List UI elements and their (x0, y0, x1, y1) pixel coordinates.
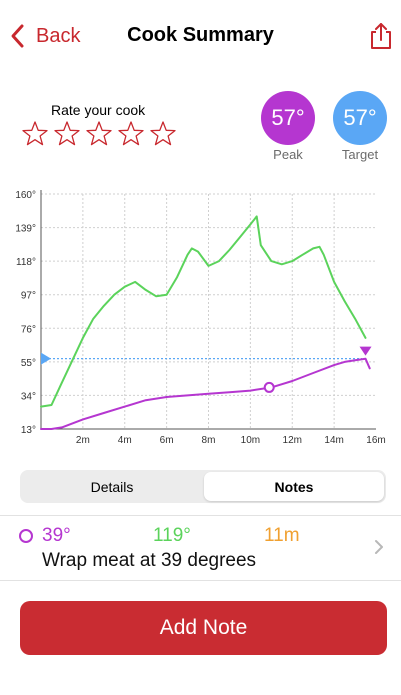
tab-details[interactable]: Details (90, 478, 134, 495)
note-ambient-temp: 119° (153, 525, 191, 546)
star-outline-icon[interactable] (117, 120, 145, 148)
chevron-left-icon (11, 24, 24, 48)
internal-probe-marker-icon (19, 529, 33, 543)
y-tick-label: 97° (21, 291, 36, 302)
y-tick-label: 55° (21, 358, 36, 369)
x-tick-label: 14m (324, 435, 343, 446)
note-marker (263, 381, 275, 393)
divider (0, 580, 401, 581)
tab-notes[interactable]: Notes (204, 472, 384, 501)
internal-temperature-line (40, 357, 371, 430)
y-tick-label: 34° (21, 391, 36, 402)
target-label: Target (341, 147, 379, 162)
nav-bar: Back Cook Summary (0, 0, 401, 72)
back-button[interactable]: Back (8, 22, 80, 50)
star-rating (21, 120, 181, 148)
divider (0, 515, 401, 516)
x-tick-label: 6m (160, 435, 174, 446)
rate-your-cook-label: Rate your cook (51, 102, 146, 118)
temperature-chart: 160° 139° 118° 97° 76° 55° 34° 13° 2m 4m 6m 8m 10m 12… (15, 190, 386, 446)
star-outline-icon[interactable] (149, 120, 177, 148)
x-tick-label: 16m (366, 435, 385, 446)
back-label: Back (36, 24, 81, 47)
peak-temperature: 57° (261, 91, 315, 145)
x-tick-label: 12m (283, 435, 302, 446)
star-outline-icon[interactable] (21, 120, 49, 148)
peak-label: Peak (273, 147, 303, 162)
details-notes-segmented-control: Details Notes (20, 470, 386, 503)
star-outline-icon[interactable] (85, 120, 113, 148)
y-tick-label: 76° (21, 324, 36, 335)
y-tick-label: 13° (21, 425, 36, 436)
share-icon[interactable] (368, 22, 394, 50)
ambient-temperature-line (40, 215, 367, 408)
star-outline-icon[interactable] (53, 120, 81, 148)
x-tick-label: 2m (76, 435, 90, 446)
target-temperature: 57° (333, 91, 387, 145)
note-text: Wrap meat at 39 degrees (42, 550, 257, 571)
chevron-right-icon (375, 540, 383, 554)
peak-marker-icon (359, 346, 372, 356)
y-tick-label: 139° (15, 224, 36, 235)
x-tick-label: 4m (118, 435, 132, 446)
note-time: 11m (264, 525, 300, 546)
note-list-item[interactable]: 39° 119° 11m Wrap meat at 39 degrees (0, 516, 401, 580)
add-note-button[interactable]: Add Note (20, 601, 387, 655)
x-tick-label: 8m (202, 435, 216, 446)
y-tick-label: 160° (15, 190, 36, 201)
y-tick-label: 118° (16, 257, 36, 268)
target-marker-icon (41, 352, 51, 365)
x-tick-label: 10m (241, 435, 260, 446)
note-internal-temp: 39° (42, 525, 71, 546)
